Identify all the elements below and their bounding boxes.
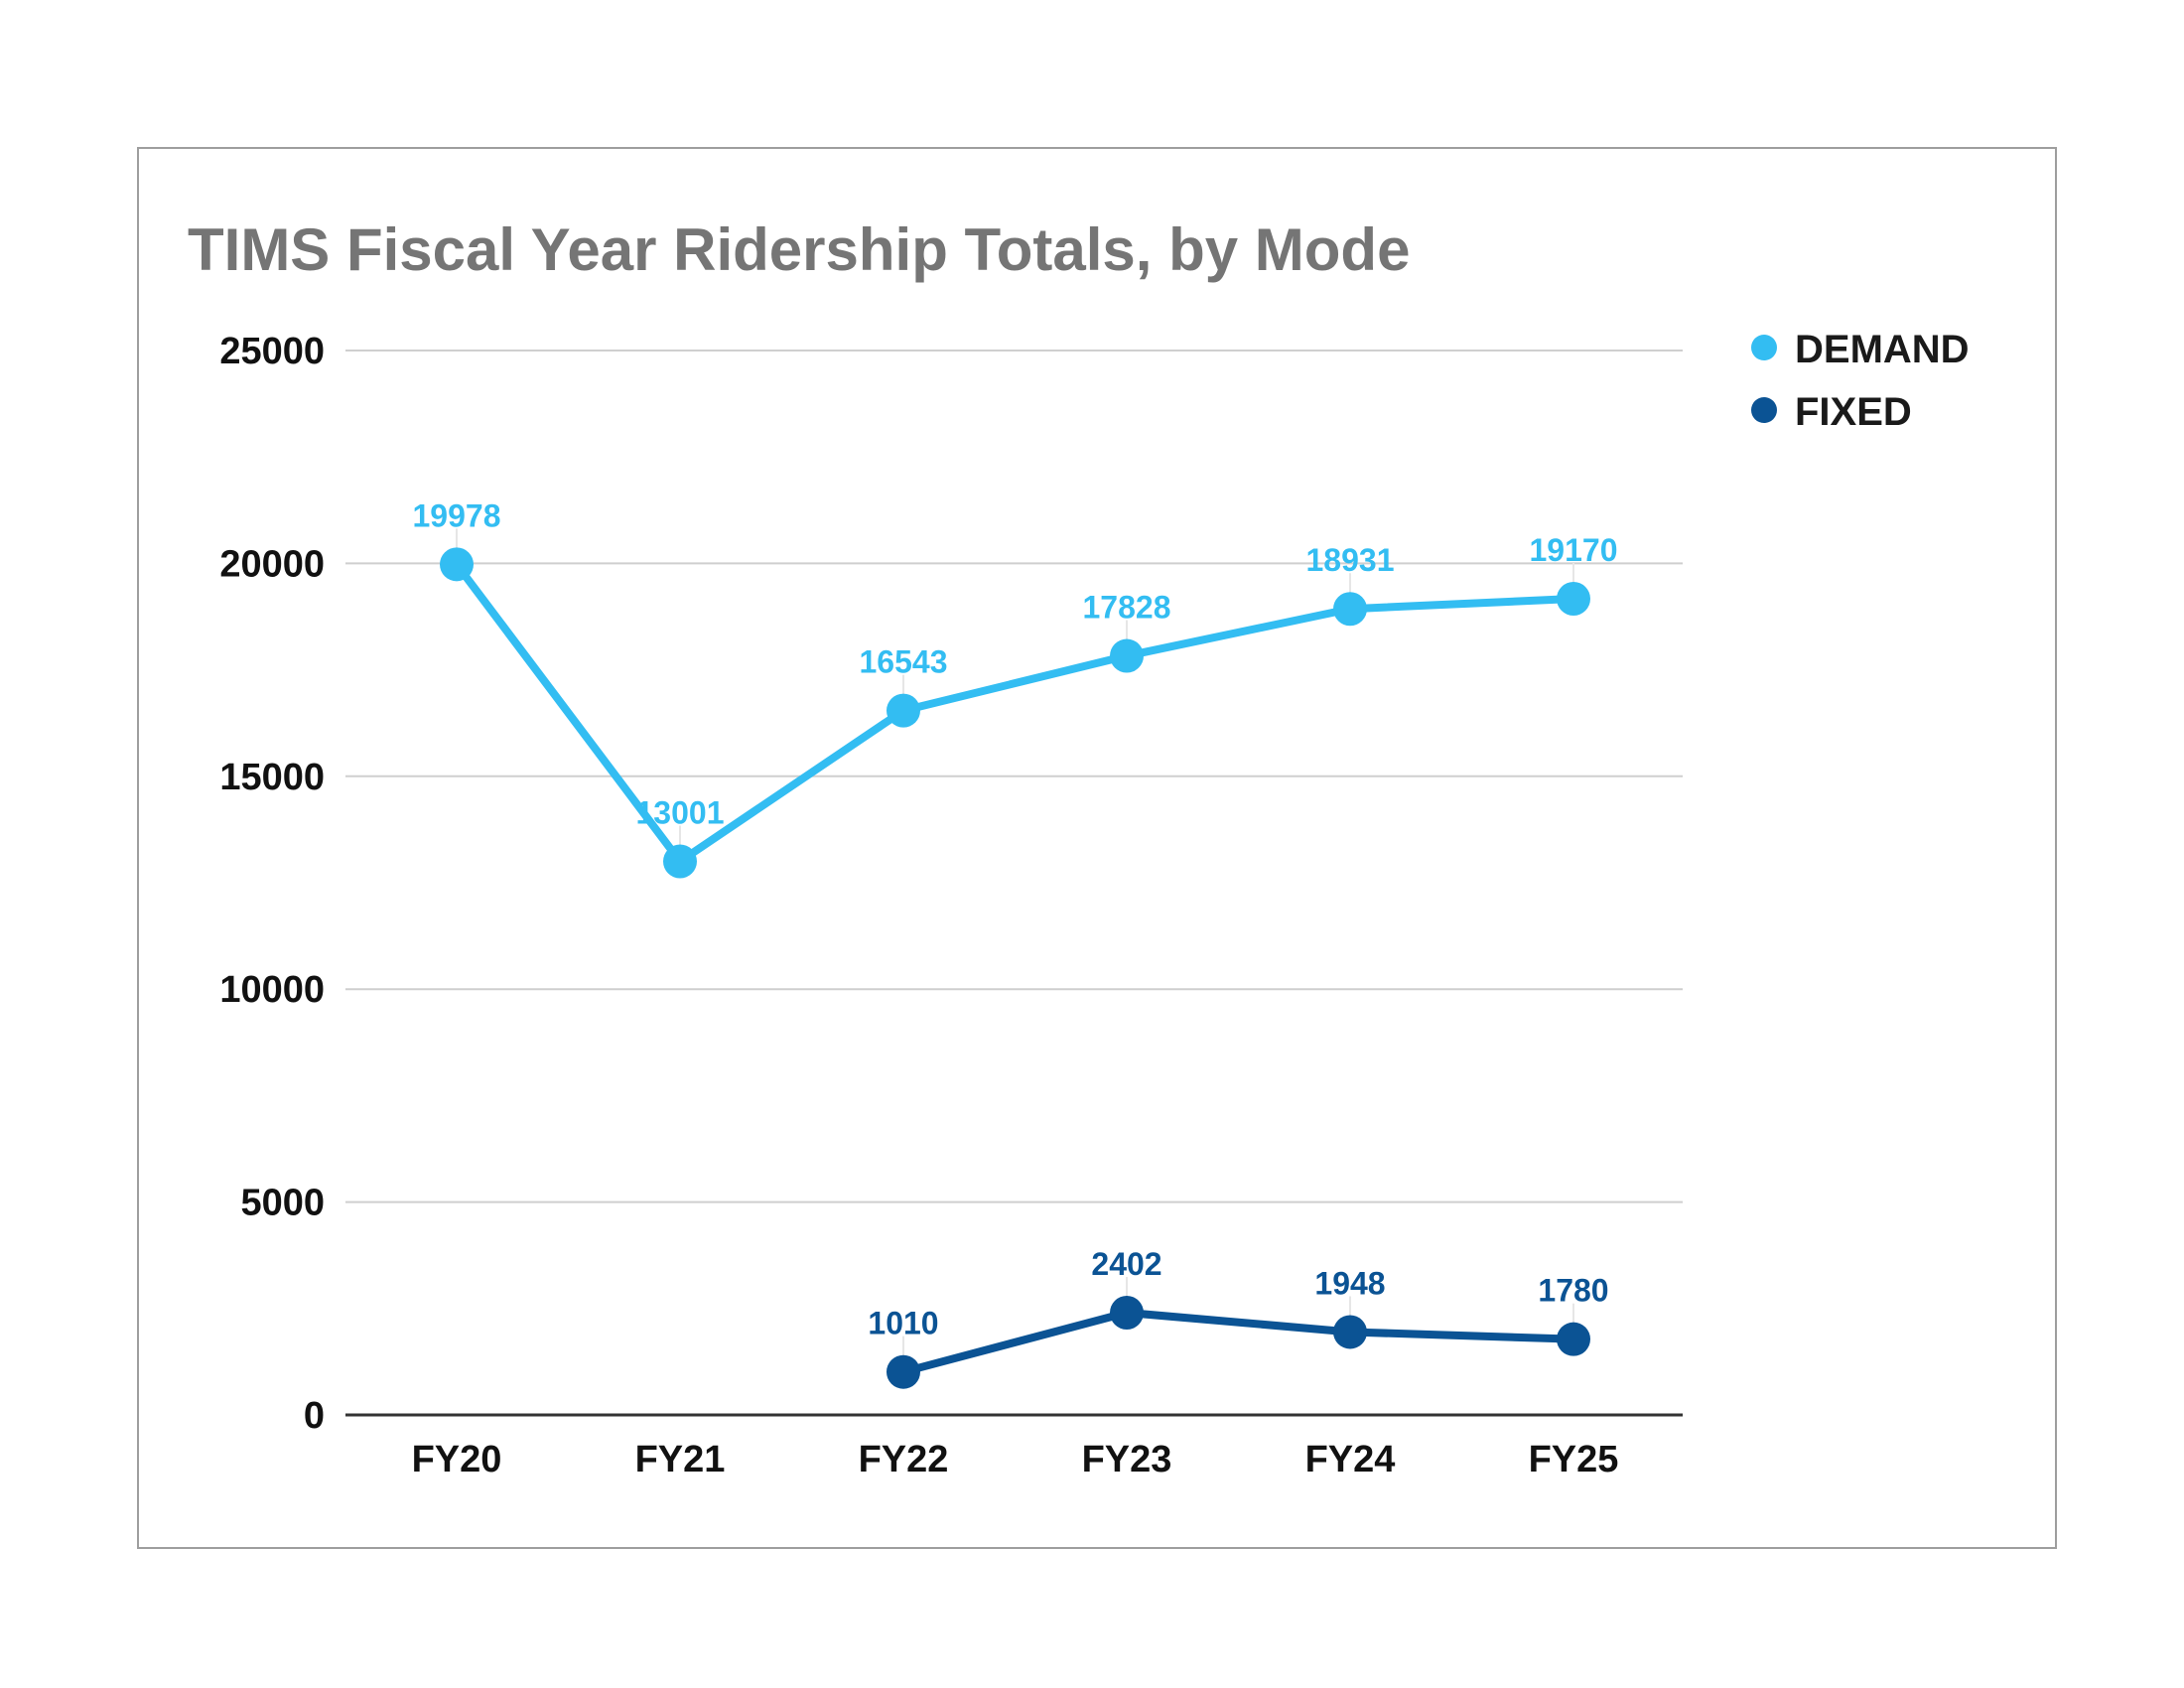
data-label: 18931	[1306, 542, 1395, 578]
chart-title: TIMS Fiscal Year Ridership Totals, by Mo…	[188, 216, 1410, 283]
x-tick-label: FY21	[635, 1439, 726, 1480]
data-label: 1948	[1314, 1265, 1385, 1301]
x-tick-label: FY24	[1305, 1439, 1396, 1480]
data-point[interactable]	[1333, 592, 1367, 627]
y-tick-label: 0	[304, 1395, 325, 1437]
data-point[interactable]	[1333, 1315, 1367, 1349]
series-line	[453, 561, 1574, 866]
data-point[interactable]	[887, 1354, 920, 1389]
data-point[interactable]	[1110, 638, 1144, 673]
y-tick-label: 20000	[219, 543, 325, 585]
x-tick-label: FY20	[412, 1439, 502, 1480]
series-demand: 19978 13001 16543 17828 18931 19170	[413, 497, 1618, 879]
y-tick-label: 10000	[219, 969, 325, 1011]
legend-item-demand[interactable]: DEMAND	[1751, 328, 1970, 371]
data-label: 19170	[1530, 532, 1618, 568]
y-tick-label: 15000	[219, 757, 325, 798]
legend-marker-icon	[1751, 397, 1777, 423]
x-tick-label: FY22	[859, 1439, 949, 1480]
data-label: 19978	[413, 497, 501, 533]
data-label: 1010	[868, 1306, 938, 1341]
data-point[interactable]	[887, 693, 920, 728]
y-tick-label: 5000	[240, 1183, 325, 1224]
legend-marker-icon	[1751, 335, 1777, 360]
x-tick-label: FY25	[1529, 1439, 1619, 1480]
data-label: 16543	[860, 644, 948, 680]
legend-label: DEMAND	[1795, 328, 1970, 371]
legend-item-fixed[interactable]: FIXED	[1751, 390, 1912, 434]
data-point[interactable]	[1557, 1322, 1590, 1356]
series-fixed: 1010 2402 1948 1780	[868, 1246, 1609, 1389]
x-tick-label: FY23	[1082, 1439, 1172, 1480]
data-point[interactable]	[663, 844, 697, 879]
data-point[interactable]	[1557, 581, 1590, 616]
data-point[interactable]	[1110, 1296, 1144, 1331]
chart-frame	[137, 147, 2057, 1549]
data-label: 1780	[1538, 1273, 1608, 1309]
series-line	[901, 1309, 1574, 1376]
y-tick-label: 25000	[219, 331, 325, 372]
data-point[interactable]	[440, 547, 474, 582]
legend-label: FIXED	[1795, 390, 1912, 434]
data-label: 2402	[1091, 1246, 1161, 1282]
data-label: 17828	[1083, 590, 1171, 626]
data-label: 13001	[636, 795, 725, 831]
